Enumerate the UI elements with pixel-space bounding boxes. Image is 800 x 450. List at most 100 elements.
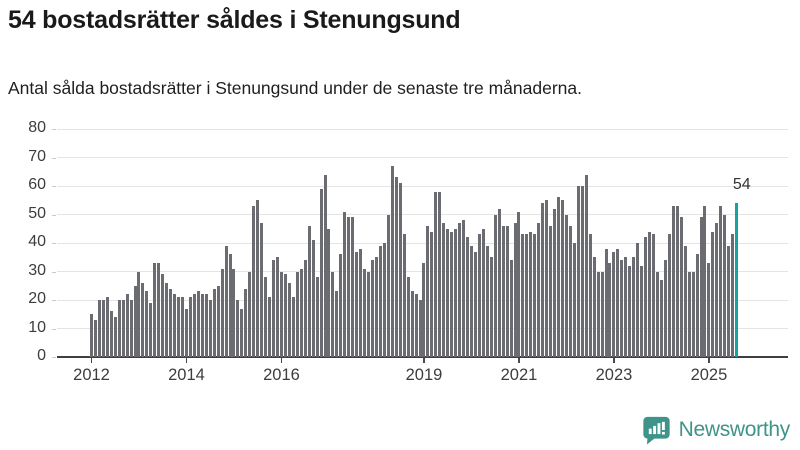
bar <box>505 225 509 357</box>
bar <box>430 231 434 357</box>
bar <box>663 260 667 357</box>
bar <box>473 251 477 357</box>
bar <box>568 225 572 357</box>
bar <box>121 300 125 357</box>
bar <box>533 234 537 357</box>
bar <box>608 262 612 357</box>
bar <box>97 300 101 357</box>
bar <box>137 271 141 357</box>
y-axis-label: 70 <box>28 147 46 165</box>
bar <box>434 191 438 357</box>
bar <box>299 268 303 357</box>
bar <box>632 257 636 357</box>
bar <box>394 177 398 357</box>
bar <box>228 254 232 357</box>
x-axis-label: 2021 <box>500 366 538 384</box>
y-axis-label: 50 <box>28 204 46 222</box>
y-axis-label: 60 <box>28 176 46 193</box>
bar <box>652 234 656 357</box>
bar <box>727 245 731 357</box>
bar <box>374 257 378 357</box>
x-axis-tick <box>185 358 188 363</box>
bar <box>529 231 533 357</box>
bar <box>382 243 386 357</box>
bar <box>537 223 541 357</box>
bar <box>161 274 165 357</box>
highlight-value-label: 54 <box>732 176 751 194</box>
y-axis-label: 30 <box>28 261 46 279</box>
y-gridline <box>57 185 788 187</box>
bar <box>549 225 553 357</box>
y-axis-label: 80 <box>28 119 46 136</box>
bar <box>153 262 157 357</box>
bar <box>414 294 418 357</box>
bar <box>363 268 367 357</box>
bar <box>113 317 117 357</box>
x-axis-tick <box>708 358 710 363</box>
bar <box>699 217 703 357</box>
bar <box>422 262 426 357</box>
y-gridline <box>57 242 788 244</box>
bar <box>469 245 473 357</box>
x-axis-tick <box>280 358 283 363</box>
bar <box>604 248 608 357</box>
bar <box>596 271 600 357</box>
bar <box>141 282 145 357</box>
y-gridline <box>57 157 788 158</box>
x-axis-tick <box>90 358 93 363</box>
bar <box>390 166 394 357</box>
bar <box>659 280 663 357</box>
bar <box>367 271 371 357</box>
bar <box>169 288 173 357</box>
bar <box>723 214 727 357</box>
bar <box>616 248 620 357</box>
bar <box>311 240 315 357</box>
bar <box>260 223 264 357</box>
bar <box>497 208 501 357</box>
bar <box>477 234 481 357</box>
bar <box>232 268 236 357</box>
bar <box>347 217 351 357</box>
bar <box>287 282 291 357</box>
bar <box>295 271 299 357</box>
x-axis-label: 2012 <box>73 366 110 384</box>
y-gridline <box>57 214 788 215</box>
bar <box>181 297 185 357</box>
bar <box>283 274 287 357</box>
bar <box>541 203 545 357</box>
x-axis-tick <box>613 358 615 363</box>
bar <box>220 268 224 357</box>
bar <box>545 200 549 357</box>
bar <box>703 205 707 357</box>
bar <box>157 262 161 357</box>
bar <box>406 277 410 357</box>
bar <box>276 257 280 357</box>
x-axis-label: 2014 <box>168 366 205 384</box>
bar <box>279 271 283 357</box>
bar <box>481 228 485 357</box>
bar <box>264 277 268 357</box>
bar <box>165 282 169 357</box>
bar <box>105 297 109 357</box>
bar <box>521 234 525 357</box>
bar <box>715 223 719 357</box>
bar <box>133 285 137 357</box>
bar <box>489 257 493 357</box>
bar <box>612 251 616 357</box>
x-axis-label: 2019 <box>405 366 443 384</box>
bar <box>509 260 513 357</box>
bar <box>386 214 390 357</box>
y-axis-tick <box>52 357 56 358</box>
bar <box>323 174 327 357</box>
bar <box>450 231 454 357</box>
bar <box>600 271 604 357</box>
bar <box>272 260 276 357</box>
y-axis-tick <box>52 300 56 301</box>
bar <box>576 186 580 357</box>
bar <box>268 297 272 357</box>
bar <box>145 291 149 357</box>
bar <box>196 291 200 357</box>
bar <box>212 288 216 357</box>
bar <box>307 225 311 357</box>
bar <box>691 271 695 357</box>
